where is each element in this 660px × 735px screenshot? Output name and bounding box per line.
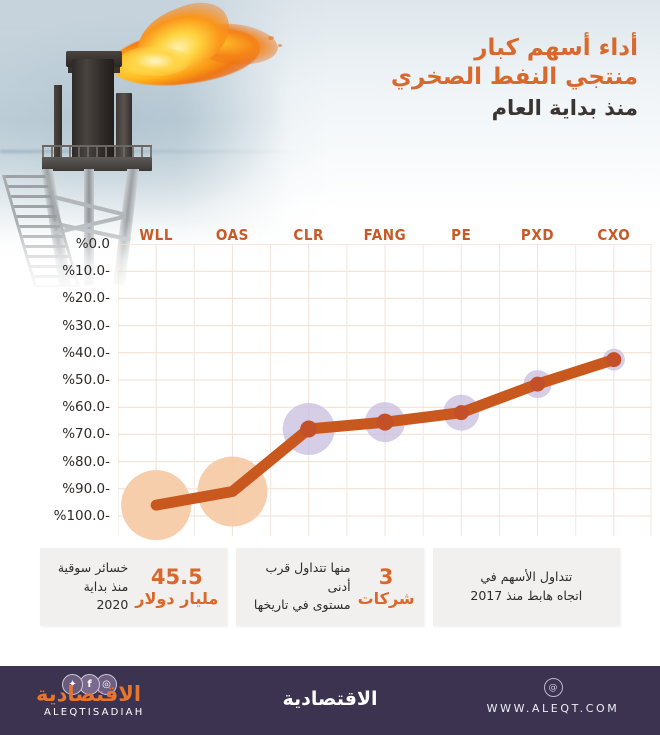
marker-cxo[interactable] (606, 352, 622, 368)
stat-number: 3 شركات (357, 564, 415, 608)
y-tick-100: %100.0- (53, 508, 110, 524)
gas-flare-flame (100, 0, 290, 116)
globe-icon: @ (543, 678, 563, 697)
marker-pxd[interactable] (530, 376, 546, 392)
y-tick-70: %70.0- (62, 426, 110, 443)
page-title: أداء أسهم كبار منتجي النفط الصخري منذ بد… (218, 34, 638, 123)
x-tick-pe: PE (451, 226, 472, 244)
stat-text: منها تتداول قرب أدنى مستوى في تاريخها (253, 559, 351, 613)
y-tick-50: %50.0- (62, 372, 110, 388)
stat-box-companies-near-low: 3 شركات منها تتداول قرب أدنى مستوى في تاري… (236, 548, 424, 626)
stat-unit: مليار دولار (135, 588, 219, 608)
footer-logo-block[interactable]: ◎ f ✦ الاقتصادية ALEQTISADIAH (18, 674, 178, 726)
footer-website-block[interactable]: @ WWW.ALEQT.COM (468, 678, 638, 715)
marker-fang[interactable] (376, 413, 394, 431)
social-icons-group[interactable]: ◎ f ✦ (62, 674, 117, 695)
twitter-icon[interactable]: ✦ (62, 674, 83, 695)
marker-pe[interactable] (453, 405, 469, 421)
title-line-2: منتجي النفط الصخري (390, 64, 638, 91)
title-line-1: أداء أسهم كبار (474, 35, 638, 61)
y-tick-20: %20.0- (62, 290, 110, 307)
y-tick-60: %60.0- (62, 399, 110, 416)
x-tick-pxd: PXD (520, 226, 555, 244)
chart-container: WLL OAS CLR FANG PE PXD CXO %0.0 %10.0- %20.0- %3… (0, 226, 660, 541)
chart-x-axis-labels: WLL OAS CLR FANG PE PXD CXO (0, 226, 660, 250)
footer-url[interactable]: WWW.ALEQT.COM (486, 702, 620, 715)
stat-box-downtrend: تتداول الأسهم في اتجاه هابط منذ 2017 (432, 548, 620, 626)
chart-plot-area (118, 244, 652, 541)
stat-text: تتداول الأسهم في اتجاه هابط منذ 2017 (470, 569, 583, 603)
footer-logo-latin: ALEQTISADIAH (44, 707, 145, 718)
footer-center-text: الاقتصادية (282, 688, 378, 710)
oil-rig-structure (0, 45, 258, 295)
y-tick-30: %30.0- (62, 317, 110, 334)
x-tick-cxo: CXO (597, 226, 631, 244)
stat-text: خسائر سوقية منذ بداية 2020 (57, 559, 129, 613)
x-tick-fang: FANG (363, 226, 407, 244)
footer-logo-arabic: الاقتصادية (36, 682, 142, 706)
x-tick-wll: WLL (139, 226, 174, 244)
stats-row: 45.5 مليار دولار خسائر سوقية منذ بداية 202… (40, 548, 620, 626)
chart-svg (118, 244, 652, 541)
footer-bar: ◎ f ✦ الاقتصادية ALEQTISADIAH الاقتصادية… (0, 666, 660, 735)
stat-number: 45.5 مليار دولار (135, 564, 219, 608)
x-tick-clr: CLR (293, 226, 325, 244)
stat-unit: شركات (357, 588, 415, 608)
y-tick-90: %90.0- (62, 480, 110, 497)
chart-y-axis-labels: %0.0 %10.0- %20.0- %30.0- %40.0- %50.0- %60.0-… (0, 236, 118, 524)
marker-clr[interactable] (300, 420, 318, 438)
y-tick-80: %80.0- (62, 453, 110, 470)
y-tick-10: %10.0- (62, 263, 110, 280)
stat-box-market-losses: 45.5 مليار دولار خسائر سوقية منذ بداية 202… (40, 548, 228, 626)
y-tick-40: %40.0- (62, 344, 110, 361)
title-line-3: منذ بداية العام (491, 95, 638, 120)
x-tick-oas: OAS (215, 226, 249, 244)
y-tick-0: %0.0 (75, 236, 110, 252)
